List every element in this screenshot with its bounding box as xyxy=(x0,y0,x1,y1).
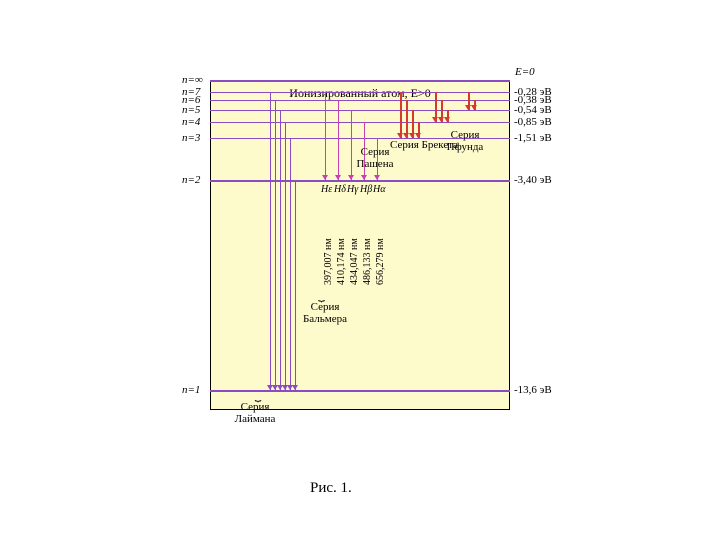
balmer-brace: ⏟ xyxy=(292,290,354,303)
arrowhead-icon xyxy=(415,133,421,138)
figure-caption: Рис. 1. xyxy=(310,480,352,497)
level-n-label: n=∞ xyxy=(182,74,203,86)
arrowhead-icon xyxy=(335,175,341,180)
arrowhead-icon xyxy=(348,175,354,180)
balmer-h-label: Hα xyxy=(373,184,385,195)
level-n-label: n=1 xyxy=(182,384,200,396)
level-line xyxy=(210,80,510,82)
level-energy-label: -1,51 эВ xyxy=(514,132,574,144)
pfund-label: Серия Пфунда xyxy=(440,130,490,153)
level-energy-label: -0,85 эВ xyxy=(514,116,574,128)
balmer-h-label: Hβ xyxy=(360,184,372,195)
arrowhead-icon xyxy=(361,175,367,180)
level-line xyxy=(210,92,510,93)
level-line xyxy=(210,110,510,111)
e-zero-label: E=0 xyxy=(515,66,575,78)
arrowhead-icon xyxy=(444,117,450,122)
transition-line xyxy=(280,110,281,390)
arrowhead-icon xyxy=(471,105,477,110)
level-energy-label: -3,40 эВ xyxy=(514,174,574,186)
level-line xyxy=(210,100,510,101)
energy-diagram: E=0 Ионизированный атом, E>0 n=∞n=7-0,28… xyxy=(180,80,540,480)
level-line xyxy=(210,122,510,123)
balmer-wavelength: 397,007 нм xyxy=(323,238,334,285)
balmer-wavelength: 656,279 нм xyxy=(375,238,386,285)
balmer-h-label: Hδ xyxy=(334,184,346,195)
balmer-wavelength: 434,047 нм xyxy=(349,238,360,285)
level-n-label: n=4 xyxy=(182,116,200,128)
arrowhead-icon xyxy=(374,175,380,180)
transition-line xyxy=(400,92,402,138)
balmer-series-label: Серия Бальмера xyxy=(290,302,360,325)
transition-line xyxy=(290,138,291,390)
level-n-label: n=2 xyxy=(182,174,200,186)
balmer-h-label: Hε xyxy=(321,184,332,195)
transition-line xyxy=(295,180,296,390)
balmer-h-label: Hγ xyxy=(347,184,358,195)
arrowhead-icon xyxy=(322,175,328,180)
balmer-wavelength: 486,133 нм xyxy=(362,238,373,285)
level-n-label: n=5 xyxy=(182,104,200,116)
balmer-wavelength: 410,174 нм xyxy=(336,238,347,285)
level-line xyxy=(210,180,510,182)
arrowhead-icon xyxy=(292,385,298,390)
transition-line xyxy=(275,100,276,390)
level-energy-label: -0,54 эВ xyxy=(514,104,574,116)
transition-line xyxy=(285,122,286,390)
lyman-label: Серия Лаймана xyxy=(225,402,285,425)
level-n-label: n=3 xyxy=(182,132,200,144)
ionized-atom-label: Ионизированный атом, E>0 xyxy=(270,86,450,101)
transition-line xyxy=(338,100,339,180)
lyman-brace: ⏟ xyxy=(240,390,275,403)
transition-line xyxy=(270,92,271,390)
transition-line xyxy=(325,92,326,180)
level-energy-label: -13,6 эВ xyxy=(514,384,574,396)
